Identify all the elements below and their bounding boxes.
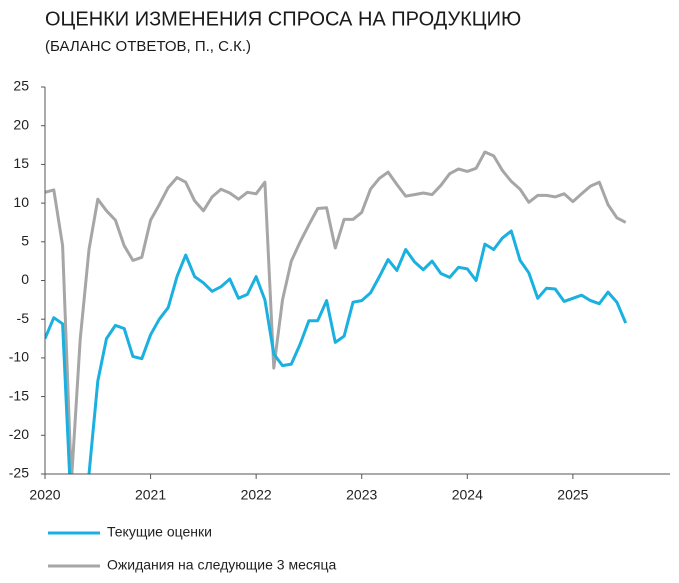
y-tick-label: 15 xyxy=(13,155,29,171)
x-tick-label: 2023 xyxy=(346,487,377,503)
chart-subtitle: (БАЛАНС ОТВЕТОВ, П., С.К.) xyxy=(45,38,251,55)
x-tick-label: 2025 xyxy=(557,487,588,503)
series-line xyxy=(45,150,627,474)
y-tick-label: -5 xyxy=(17,310,30,326)
y-tick-label: 10 xyxy=(13,194,29,210)
plot-area xyxy=(45,150,628,474)
y-tick-label: -20 xyxy=(9,426,29,442)
legend-label: Текущие оценки xyxy=(107,524,212,540)
y-tick-label: -15 xyxy=(9,387,29,403)
y-tick-label: -10 xyxy=(9,349,29,365)
y-tick-label: -25 xyxy=(9,465,29,481)
x-tick-label: 2022 xyxy=(241,487,272,503)
y-tick-label: 5 xyxy=(21,233,29,249)
x-tick-label: 2020 xyxy=(29,487,60,503)
chart-title: ОЦЕНКИ ИЗМЕНЕНИЯ СПРОСА НА ПРОДУКЦИЮ xyxy=(45,8,521,30)
x-tick-label: 2024 xyxy=(452,487,483,503)
series-line xyxy=(45,229,628,474)
y-tick-label: 0 xyxy=(21,271,29,287)
x-tick-label: 2021 xyxy=(135,487,166,503)
y-tick-label: 20 xyxy=(13,116,29,132)
legend-label: Ожидания на следующие 3 месяца xyxy=(107,557,336,573)
y-tick-label: 25 xyxy=(13,78,29,94)
